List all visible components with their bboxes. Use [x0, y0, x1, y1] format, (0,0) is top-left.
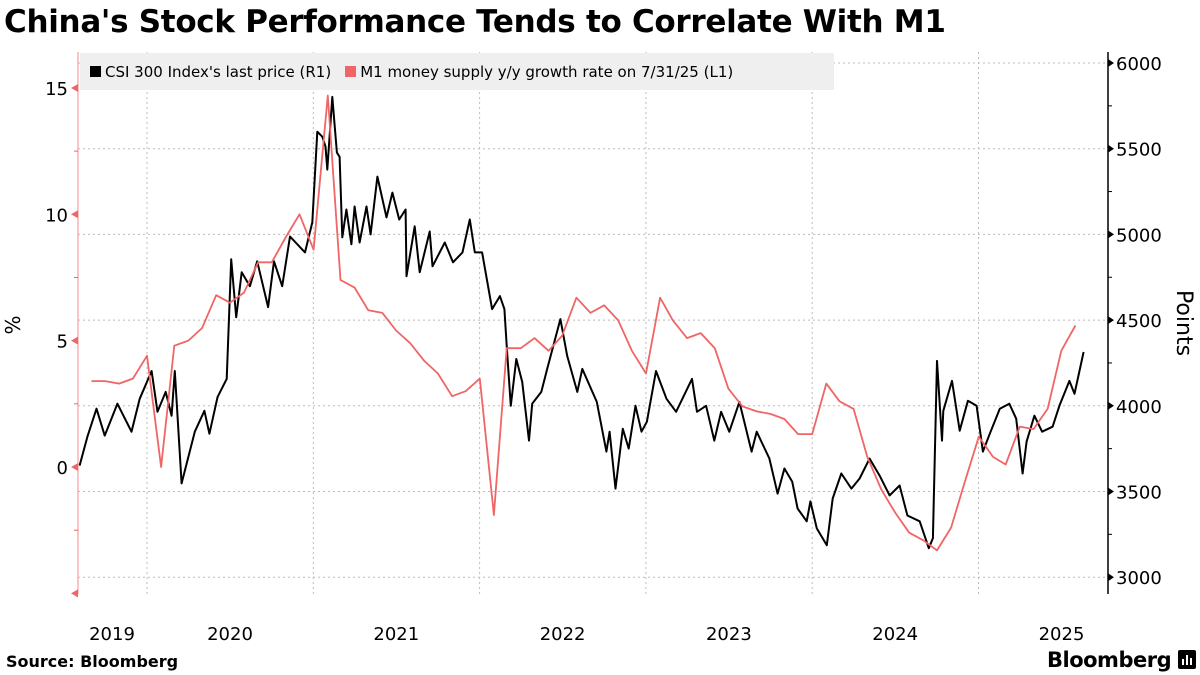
axes: 3000 3500 4000 4500 5000 5500 6000 2019 2020 2021…: [1, 52, 1196, 645]
x-axis-tick-label: 2025: [1039, 624, 1085, 645]
x-axis-tick-label: 2020: [207, 624, 253, 645]
series-group: [78, 94, 1085, 552]
right-axis-tick-label: 3500: [1116, 483, 1162, 504]
x-axis-tick-label: 2023: [706, 624, 752, 645]
legend-label-m1: M1 money supply y/y growth rate on 7/31/…: [360, 62, 734, 81]
left-axis-label: %: [1, 315, 25, 334]
legend-swatch-m1: [345, 66, 357, 77]
right-axis-tick: [1108, 401, 1114, 410]
x-axis-tick-label: 2024: [872, 624, 918, 645]
right-axis-tick-label: 3000: [1116, 568, 1162, 589]
right-axis-tick: [1108, 230, 1114, 239]
right-axis-tick-label: 5500: [1116, 140, 1162, 161]
x-axis-tick-label: 2021: [373, 624, 419, 645]
left-axis-tick: [71, 83, 78, 92]
bloomberg-chart-icon: [1178, 650, 1196, 669]
right-axis-tick-label: 4000: [1116, 397, 1162, 418]
right-axis-tick: [1108, 487, 1114, 496]
csi300-line: [78, 95, 1085, 550]
left-axis-tick: [71, 336, 78, 345]
chart-title: China's Stock Performance Tends to Corre…: [4, 4, 946, 40]
left-axis-tick-label: 10: [45, 205, 68, 226]
legend-swatch-csi300: [90, 66, 101, 77]
gridlines: [78, 52, 1108, 594]
left-axis-tick-label: 5: [57, 332, 68, 353]
legend-label-csi300: CSI 300 Index's last price (R1): [105, 62, 332, 81]
left-axis-tick: [71, 589, 78, 598]
left-axis-tick-label: 15: [45, 79, 68, 100]
legend: CSI 300 Index's last price (R1) M1 money…: [80, 53, 834, 90]
x-axis-tick-label: 2022: [540, 624, 586, 645]
right-axis-tick-label: 5000: [1116, 225, 1162, 246]
right-axis-tick: [1108, 316, 1114, 325]
left-axis-tick: [71, 463, 78, 471]
right-axis-tick: [1108, 573, 1114, 582]
x-axis-tick-label: 2019: [89, 624, 135, 645]
right-axis-label: Points: [1171, 290, 1196, 356]
right-axis-tick-label: 6000: [1116, 54, 1162, 75]
source-note: Source: Bloomberg: [6, 652, 179, 671]
bloomberg-logo: Bloomberg: [1047, 648, 1172, 672]
left-axis-tick: [71, 210, 78, 219]
m1-growth-line: [91, 94, 1077, 552]
right-axis-tick-label: 4500: [1116, 311, 1162, 332]
right-axis-tick: [1108, 59, 1114, 67]
right-axis-tick: [1108, 144, 1114, 153]
left-axis-tick-label: 0: [57, 458, 68, 479]
